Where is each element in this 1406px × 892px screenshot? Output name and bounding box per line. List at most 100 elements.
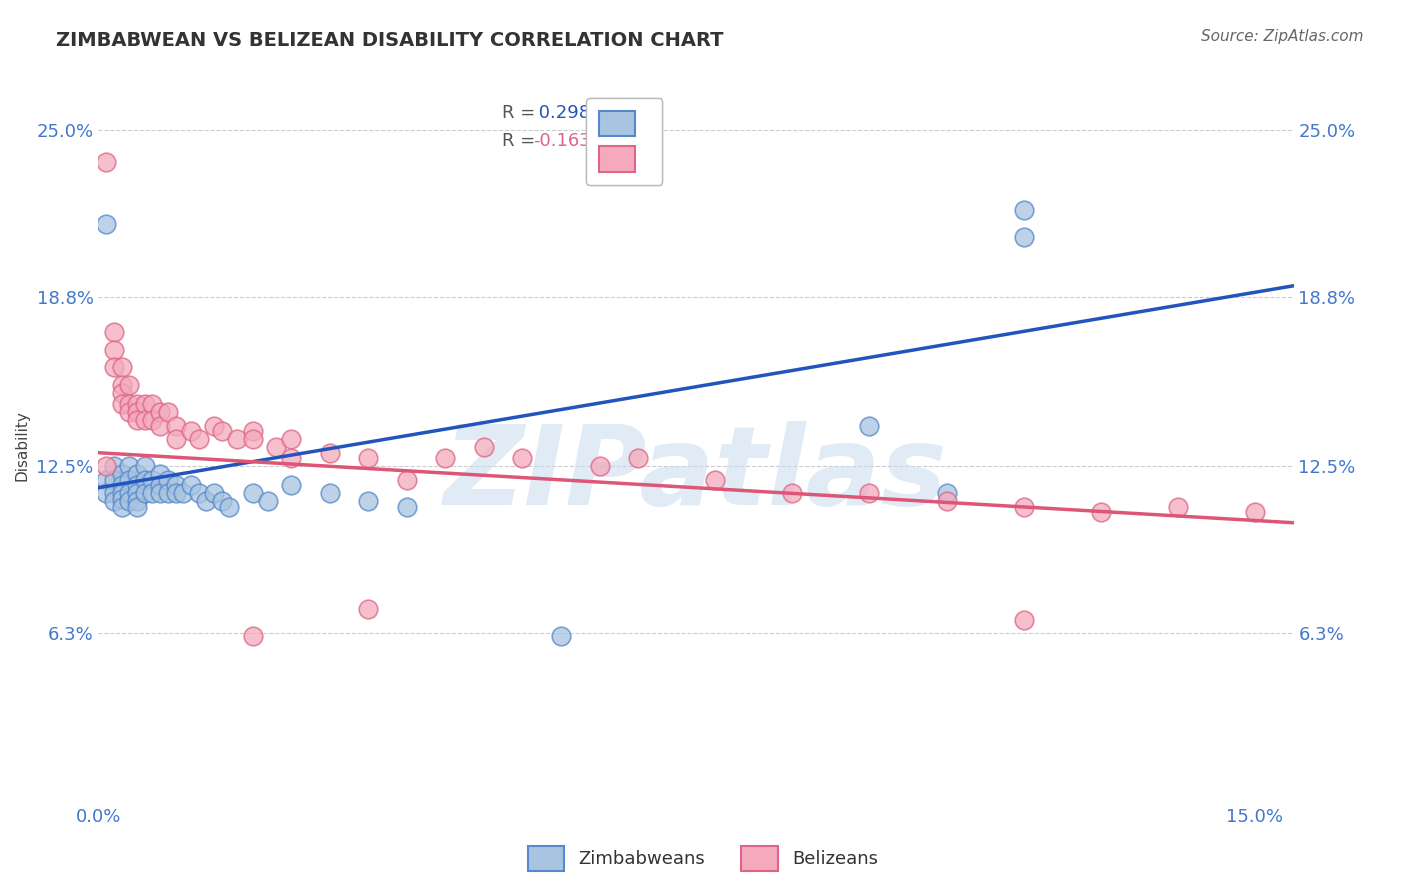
Legend: , : , — [586, 98, 662, 185]
Point — [110, 397, 132, 411]
Point — [280, 451, 302, 466]
Text: -0.163: -0.163 — [533, 132, 591, 150]
Point — [149, 418, 172, 433]
Point — [172, 486, 194, 500]
Point — [1012, 230, 1035, 244]
Point — [264, 441, 287, 455]
Point — [141, 413, 163, 427]
Point — [627, 451, 650, 466]
Point — [125, 467, 148, 482]
Point — [242, 629, 264, 643]
Point — [202, 418, 225, 433]
Point — [165, 486, 187, 500]
Point — [1012, 500, 1035, 514]
Point — [103, 343, 125, 358]
Point — [1012, 203, 1035, 218]
Point — [134, 397, 156, 411]
Point — [704, 473, 727, 487]
Point — [165, 418, 187, 433]
Point — [125, 478, 148, 492]
Point — [165, 432, 187, 446]
Point — [103, 459, 125, 474]
Point — [395, 500, 418, 514]
Point — [118, 378, 141, 392]
Point — [110, 500, 132, 514]
Legend: Zimbabweans, Belizeans: Zimbabweans, Belizeans — [520, 838, 886, 879]
Point — [935, 494, 957, 508]
Point — [110, 359, 132, 374]
Point — [512, 451, 534, 466]
Y-axis label: Disability: Disability — [14, 410, 30, 482]
Point — [858, 486, 880, 500]
Text: ZIPatlas: ZIPatlas — [444, 421, 948, 528]
Point — [103, 359, 125, 374]
Point — [125, 500, 148, 514]
Text: N =: N = — [588, 132, 645, 150]
Point — [118, 486, 141, 500]
Point — [103, 494, 125, 508]
Text: 51: 51 — [630, 104, 659, 122]
Point — [195, 494, 218, 508]
Text: ZIMBABWEAN VS BELIZEAN DISABILITY CORRELATION CHART: ZIMBABWEAN VS BELIZEAN DISABILITY CORREL… — [56, 31, 724, 50]
Point — [94, 473, 117, 487]
Point — [1244, 505, 1267, 519]
Point — [103, 325, 125, 339]
Point — [134, 459, 156, 474]
Point — [211, 424, 233, 438]
Point — [187, 486, 209, 500]
Point — [1167, 500, 1189, 514]
Point — [280, 478, 302, 492]
Point — [110, 486, 132, 500]
Point — [110, 491, 132, 506]
Point — [257, 494, 280, 508]
Point — [118, 397, 141, 411]
Point — [242, 424, 264, 438]
Point — [134, 413, 156, 427]
Point — [156, 405, 179, 419]
Point — [180, 478, 202, 492]
Point — [94, 459, 117, 474]
Point — [319, 486, 342, 500]
Text: 0.298: 0.298 — [533, 104, 591, 122]
Point — [935, 486, 957, 500]
Point — [149, 478, 172, 492]
Point — [141, 473, 163, 487]
Point — [156, 486, 179, 500]
Point — [110, 467, 132, 482]
Point — [134, 473, 156, 487]
Point — [118, 494, 141, 508]
Text: N =: N = — [588, 104, 645, 122]
Point — [357, 602, 380, 616]
Point — [149, 467, 172, 482]
Point — [118, 459, 141, 474]
Text: Source: ZipAtlas.com: Source: ZipAtlas.com — [1201, 29, 1364, 45]
Point — [165, 478, 187, 492]
Point — [156, 473, 179, 487]
Point — [125, 494, 148, 508]
Point — [103, 486, 125, 500]
Point — [110, 386, 132, 401]
Point — [202, 486, 225, 500]
Point — [125, 486, 148, 500]
Point — [226, 432, 249, 446]
Point — [149, 486, 172, 500]
Point — [103, 473, 125, 487]
Point — [118, 405, 141, 419]
Point — [211, 494, 233, 508]
Point — [319, 446, 342, 460]
Point — [180, 424, 202, 438]
Point — [782, 486, 804, 500]
Point — [149, 405, 172, 419]
Point — [110, 378, 132, 392]
Point — [125, 405, 148, 419]
Point — [218, 500, 240, 514]
Point — [110, 478, 132, 492]
Point — [118, 473, 141, 487]
Point — [134, 486, 156, 500]
Point — [242, 486, 264, 500]
Point — [434, 451, 457, 466]
Text: R =: R = — [502, 104, 541, 122]
Point — [357, 451, 380, 466]
Point — [141, 486, 163, 500]
Point — [1090, 505, 1112, 519]
